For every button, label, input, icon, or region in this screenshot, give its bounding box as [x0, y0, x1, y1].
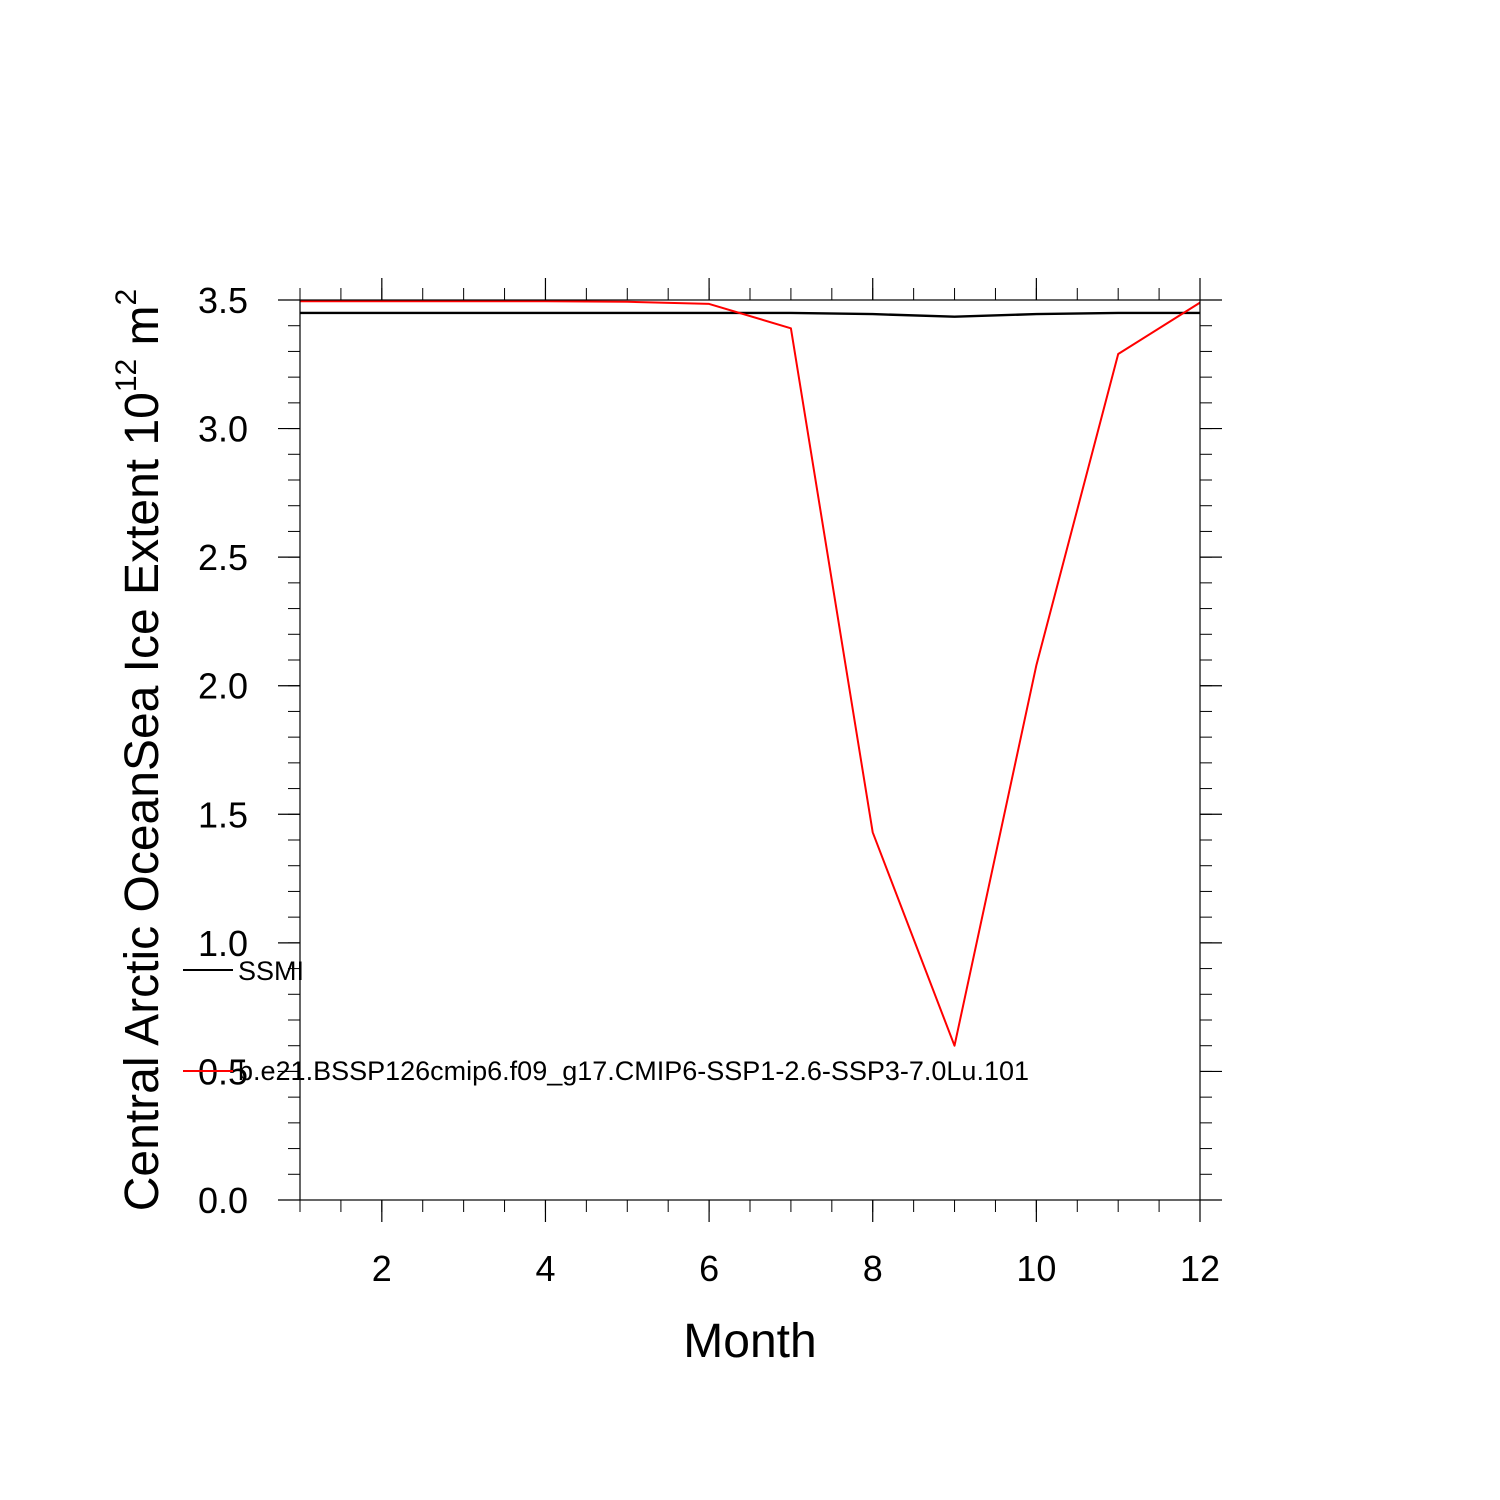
x-tick-label: 2 [372, 1248, 392, 1289]
x-tick-label: 10 [1016, 1248, 1056, 1289]
y-axis-title-text: Central Arctic OceanSea Ice Extent 10 [116, 392, 169, 1211]
x-axis-title: Month [683, 1315, 816, 1368]
x-tick-labels: 2 4 6 8 10 12 [372, 1248, 1220, 1289]
x-tick-label: 4 [535, 1248, 555, 1289]
x-tick-label: 8 [863, 1248, 883, 1289]
y-tick-labels: 0.00.51.01.52.02.53.03.5 [198, 280, 248, 1221]
x-tick-label: 6 [699, 1248, 719, 1289]
y-tick-label: 2.0 [198, 666, 248, 707]
y-axis-title-unit: m [116, 305, 169, 358]
legend: SSMI b.e21.BSSP126cmip6.f09_g17.CMIP6-SSP… [183, 956, 1029, 1086]
legend-label: SSMI [238, 956, 304, 986]
y-axis-title: Central Arctic OceanSea Ice Extent 1012 … [110, 289, 169, 1211]
major-ticks [278, 278, 1222, 1222]
y-tick-label: 0.0 [198, 1180, 248, 1221]
x-tick-label: 12 [1180, 1248, 1220, 1289]
y-axis-title-unit-exponent: 2 [110, 289, 143, 306]
plot-frame [299, 299, 1201, 1201]
y-tick-label: 1.5 [198, 794, 248, 835]
series-lines [300, 300, 1201, 1047]
series-line-ssmi [300, 311, 1200, 318]
series-line-model [300, 300, 1201, 1047]
y-tick-label: 2.5 [198, 537, 248, 578]
legend-label: b.e21.BSSP126cmip6.f09_g17.CMIP6-SSP1-2.… [238, 1056, 1029, 1086]
y-tick-label: 3.5 [198, 280, 248, 321]
y-axis-title-exponent: 12 [110, 359, 143, 392]
y-tick-label: 3.0 [198, 409, 248, 450]
y-tick-label: 1.0 [198, 923, 248, 964]
